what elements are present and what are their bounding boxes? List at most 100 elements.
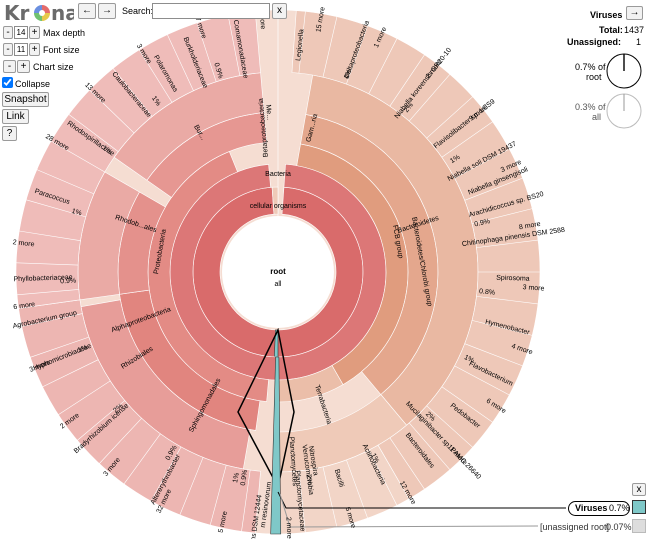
help-button[interactable]: ? [2, 126, 17, 141]
collapse-label: Collapse [15, 79, 51, 89]
details-collapse-button[interactable]: → [626, 6, 643, 20]
chart-size-minus-button[interactable]: - [3, 60, 16, 73]
leaf-divider [298, 11, 306, 74]
percent-label: 0.9% [474, 218, 491, 228]
leaf-divider [209, 465, 227, 526]
link-button[interactable]: Link [2, 109, 29, 124]
back-button[interactable]: ← [78, 3, 96, 19]
pie-root-icon [606, 53, 642, 89]
leaf-divider [89, 89, 135, 134]
clear-icon: x [277, 5, 282, 16]
logo-text-left: Kr [4, 2, 29, 25]
snapshot-button[interactable]: Snapshot [2, 92, 49, 107]
font-size-plus-button[interactable]: + [29, 43, 40, 56]
leaf-divider [476, 239, 539, 248]
more-label: 2 more [12, 239, 35, 248]
minus-icon: - [6, 27, 10, 38]
label-cellular-organisms: cellular organisms [250, 203, 307, 210]
max-depth-plus-button[interactable]: + [29, 26, 40, 39]
plus-icon: + [31, 44, 38, 55]
leaf-divider [77, 400, 125, 441]
minus-icon: - [7, 61, 12, 72]
segment-bacteroidetes-leaves[interactable] [291, 10, 541, 500]
pie-all-icon [606, 93, 642, 129]
leaf-divider [426, 96, 473, 139]
minus-icon: - [6, 44, 10, 55]
leaf-divider [298, 470, 306, 533]
viruses-color-swatch[interactable] [632, 500, 646, 514]
leaf-divider [21, 313, 83, 327]
search-input[interactable] [152, 3, 270, 19]
key-close-button[interactable]: x [632, 483, 646, 496]
plus-icon: + [20, 61, 27, 72]
percent-label: 1% [77, 344, 89, 354]
center-name: root [270, 267, 286, 276]
leaf-divider [441, 386, 493, 423]
leaf-divider [138, 49, 173, 103]
more-label: 5 more [218, 511, 229, 534]
leaf-divider [322, 16, 338, 78]
leaf-divider [227, 14, 241, 76]
pie-all-pct: 0.3% of [575, 102, 606, 112]
arrow-left-icon: ← [82, 5, 92, 16]
unassigned-color-swatch[interactable] [632, 519, 646, 533]
leaf-divider [389, 54, 425, 107]
font-size-minus-button[interactable]: - [3, 43, 13, 56]
max-depth-minus-button[interactable]: - [3, 26, 13, 39]
percent-label: 1% [71, 208, 83, 218]
segment-rhizobiales-leaves[interactable] [18, 299, 261, 534]
rim-label: Spirosoma [496, 275, 530, 283]
leaf-divider [36, 169, 95, 195]
leaf-divider [150, 446, 182, 502]
viruses-key[interactable]: Viruses 0.7% [568, 501, 630, 516]
leaf-divider [19, 230, 81, 242]
bottom-pct: 0.9% [240, 469, 249, 486]
pie-root-pct: 0.7% of [575, 62, 606, 72]
leaf-divider [16, 289, 79, 296]
logo-wheel-icon [34, 5, 50, 21]
percent-label: 1% [150, 95, 162, 107]
leaf-divider [471, 320, 533, 336]
percent-label: 0.9% [212, 62, 223, 79]
leaf-divider [454, 148, 510, 179]
search-label: Search: [122, 6, 154, 16]
rim-label: Planctomycetes [288, 437, 298, 487]
rim-label: Phyllobacteriaceae [13, 274, 72, 283]
viruses-wedge[interactable] [270, 356, 282, 535]
unassigned-value: 1 [636, 37, 642, 47]
selected-name: Viruses [590, 10, 623, 20]
rim-label: Me... [264, 104, 272, 120]
total-label: Total: [599, 25, 623, 35]
percent-label: 0.9% [60, 278, 76, 286]
leaf-divider [167, 34, 194, 91]
more-label: 2 more [285, 517, 293, 539]
arrow-right-icon: → [629, 7, 640, 18]
leaf-divider [16, 262, 79, 266]
total-value: 1437 [624, 25, 645, 35]
plus-icon: + [31, 27, 38, 38]
forward-button[interactable]: → [98, 3, 116, 19]
rim-label: Legionella [295, 29, 305, 62]
leaf-divider [196, 22, 217, 82]
leaf-divider [26, 199, 86, 218]
leaf-divider [179, 457, 204, 516]
ring-unassigned-root[interactable] [271, 186, 279, 215]
rim-label: Bacilli [333, 468, 345, 488]
leaf-divider [426, 405, 473, 448]
leaf-divider [389, 437, 425, 490]
pie-all-word: all [592, 112, 602, 122]
krona-logo: Kr na [4, 2, 74, 25]
leaf-divider [368, 38, 398, 94]
max-depth-label: Max depth [43, 28, 86, 38]
percent-label: 1% [463, 354, 475, 365]
leaf-divider [123, 433, 161, 485]
font-size-value[interactable]: 11 [14, 43, 28, 56]
unassigned-key-pct: 0.07% [606, 522, 632, 532]
collapse-checkbox[interactable] [2, 77, 13, 88]
chart-center-hole[interactable] [222, 216, 334, 328]
percent-label: 2% [112, 403, 124, 415]
search-clear-button[interactable]: x [272, 3, 287, 19]
chart-size-plus-button[interactable]: + [17, 60, 30, 73]
max-depth-value[interactable]: 14 [14, 26, 28, 39]
